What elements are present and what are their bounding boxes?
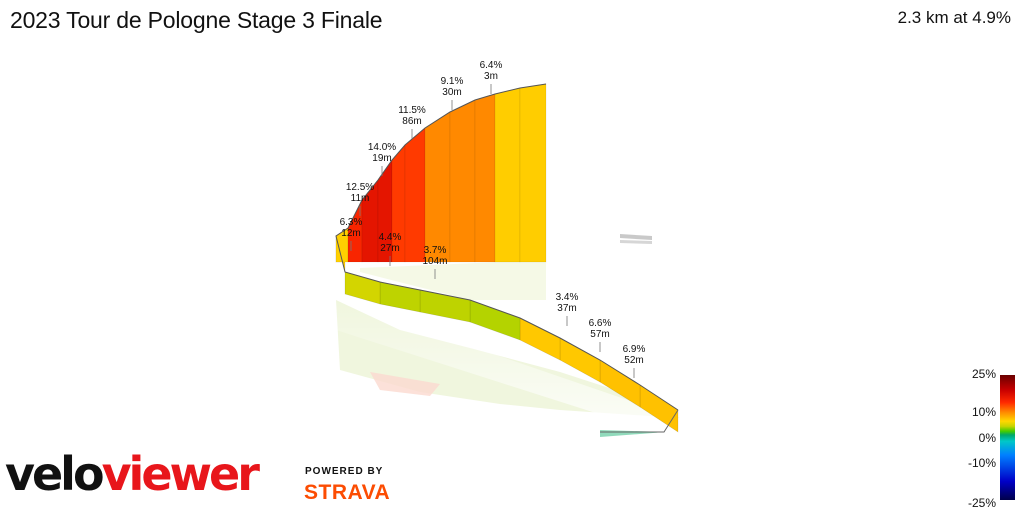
- segment-length-label: 3m: [484, 71, 498, 82]
- segment-labels: 6.9%52m 6.6%57m 3.4%37m 3.7%104m 4.4%27m 6.3%…: [340, 60, 646, 366]
- segment-length-label: 11m: [351, 193, 370, 204]
- segment-length-label: 57m: [590, 329, 609, 340]
- segment-length-label: 27m: [380, 243, 399, 254]
- segment-length-label: 30m: [442, 87, 461, 98]
- segment-gradient-label: 4.4%: [379, 232, 402, 243]
- page-title: 2023 Tour de Pologne Stage 3 Finale: [10, 7, 383, 33]
- segment-wall: [424, 111, 451, 263]
- veloviewer-logo: veloviewer: [5, 447, 260, 501]
- segment-length-label: 12m: [341, 228, 360, 239]
- profile-road-ribbon: [335, 83, 679, 433]
- segment-length-label: 104m: [422, 256, 447, 267]
- segment-gradient-label: 3.7%: [424, 245, 447, 256]
- legend-tick-max: 25%: [971, 367, 996, 381]
- segment-gradient-label: 6.3%: [340, 217, 363, 228]
- segment-length-label: 19m: [372, 153, 391, 164]
- segment-gradient-label: 6.6%: [589, 318, 612, 329]
- legend-tick-10: 10%: [971, 405, 996, 419]
- segment-wall: [449, 99, 476, 263]
- segment-wall: [404, 127, 426, 263]
- segment-label-leaders: [350, 84, 635, 378]
- segment-wall: [474, 93, 496, 263]
- segment-ribbon: [519, 317, 561, 361]
- segment-length-label: 52m: [624, 355, 643, 366]
- direction-arrow-icon: [620, 234, 652, 244]
- profile-reflection: [336, 252, 680, 440]
- segment-ribbon: [469, 299, 521, 341]
- segment-gradient-label: 9.1%: [441, 76, 464, 87]
- segment-gradient-label: 6.4%: [480, 60, 503, 71]
- segment-gradient-label: 3.4%: [556, 292, 579, 303]
- profile-walls: [335, 83, 547, 273]
- gradient-legend-bar: [1000, 375, 1015, 500]
- strava-logo: STRAVA: [304, 481, 391, 504]
- legend-tick-min: -25%: [967, 496, 996, 510]
- segment-gradient-label: 11.5%: [398, 105, 426, 116]
- segment-length-label: 86m: [402, 116, 421, 127]
- segment-gradient-label: 12.5%: [346, 182, 374, 193]
- gradient-legend: 25% 10% 0% -10% -25%: [950, 366, 1024, 512]
- legend-tick-0: 0%: [978, 431, 996, 445]
- legend-tick-neg10: -10%: [967, 456, 996, 470]
- segment-length-label: 37m: [557, 303, 576, 314]
- powered-by-label: POWERED BY: [305, 466, 384, 477]
- segment-gradient-label: 6.9%: [623, 344, 646, 355]
- segment-wall: [519, 83, 547, 263]
- segment-gradient-label: 14.0%: [368, 142, 396, 153]
- segment-wall: [494, 87, 521, 263]
- climb-summary: 2.3 km at 4.9%: [897, 8, 1011, 27]
